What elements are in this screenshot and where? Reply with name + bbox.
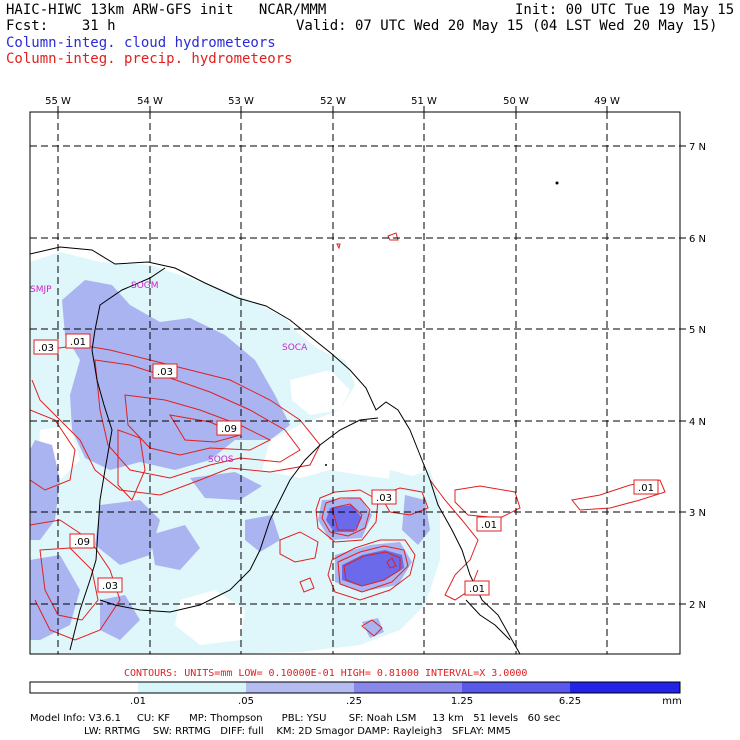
colorbar-unit: mm	[662, 696, 681, 707]
lat-label: 4 N	[689, 417, 706, 428]
contour-label: .03	[376, 493, 392, 504]
lat-label: 3 N	[689, 508, 706, 519]
contour-label: .01	[481, 520, 497, 531]
lat-label: 7 N	[689, 142, 706, 153]
lat-label: 2 N	[689, 600, 706, 611]
contour-label: .01	[469, 584, 485, 595]
colorbar-tick: .01	[130, 696, 146, 707]
colorbar-tick: .05	[238, 696, 254, 707]
contour-label: .09	[221, 424, 237, 435]
contour-label: .09	[74, 537, 90, 548]
cloud-shading-mid	[245, 515, 280, 552]
border	[465, 599, 511, 641]
lon-label: 51 W	[411, 96, 437, 107]
contour-labels: .03 .01 .03 .09 .03 .01 .01 .09 .03 .01	[33, 333, 659, 596]
model-info-line-2: LW: RRTMG SW: RRTMG DIFF: full KM: 2D Sm…	[30, 726, 511, 737]
colorbar	[29, 681, 681, 694]
cloud-gap	[175, 590, 245, 645]
header-valid-time: Valid: 07 UTC Wed 20 May 15 (04 LST Wed …	[296, 18, 718, 34]
legend-cloud-hydrometeors: Column-integ. cloud hydrometeors	[6, 35, 276, 51]
station-label: SOCA	[282, 343, 308, 353]
colorbar-tick: 1.25	[451, 696, 473, 707]
station-label: SOGM	[131, 281, 159, 291]
coastline	[30, 246, 521, 654]
axis-ticks	[57, 106, 686, 605]
map-frame	[29, 111, 681, 655]
colorbar-tick: 6.25	[559, 696, 581, 707]
lon-label: 54 W	[137, 96, 163, 107]
contours-info: CONTOURS: UNITS=mm LOW= 0.10000E-01 HIGH…	[124, 668, 527, 679]
station-label: SMJP	[30, 285, 52, 295]
contour-label: .01	[70, 337, 86, 348]
lat-label: 6 N	[689, 234, 706, 245]
cloud-shading-mid	[402, 495, 430, 545]
header-forecast-hour: Fcst: 31 h	[6, 18, 116, 34]
contour-label: .01	[638, 483, 654, 494]
lon-label: 50 W	[503, 96, 529, 107]
cloud-shading-mid	[150, 525, 200, 570]
lat-label: 5 N	[689, 325, 706, 336]
header-init-time: Init: 00 UTC Tue 19 May 15	[515, 2, 735, 18]
contour-label: .03	[102, 581, 118, 592]
cloud-shading-mid	[100, 595, 140, 640]
border	[69, 267, 166, 651]
lon-label: 55 W	[45, 96, 71, 107]
station-label: SOOS	[208, 455, 234, 465]
cloud-shading-mid	[190, 472, 262, 500]
contour-label: .03	[38, 343, 54, 354]
border	[99, 417, 379, 613]
cloud-shading-mid	[30, 555, 80, 640]
model-info-line-1: Model Info: V3.6.1 CU: KF MP: Thompson P…	[30, 713, 560, 724]
cloud-gap	[290, 370, 350, 415]
lon-label: 52 W	[320, 96, 346, 107]
map-plot-area	[30, 112, 680, 654]
legend-precip-hydrometeors: Column-integ. precip. hydrometeors	[6, 51, 293, 67]
lon-label: 49 W	[594, 96, 620, 107]
header-model-title: HAIC-HIWC 13km ARW-GFS init NCAR/MMM	[6, 2, 327, 18]
cloud-shading-mid	[95, 500, 160, 565]
lon-label: 53 W	[228, 96, 254, 107]
lat-lon-grid	[30, 112, 680, 654]
colorbar-tick: .25	[346, 696, 362, 707]
contour-label: .03	[157, 367, 173, 378]
coastline-borders	[30, 246, 521, 654]
